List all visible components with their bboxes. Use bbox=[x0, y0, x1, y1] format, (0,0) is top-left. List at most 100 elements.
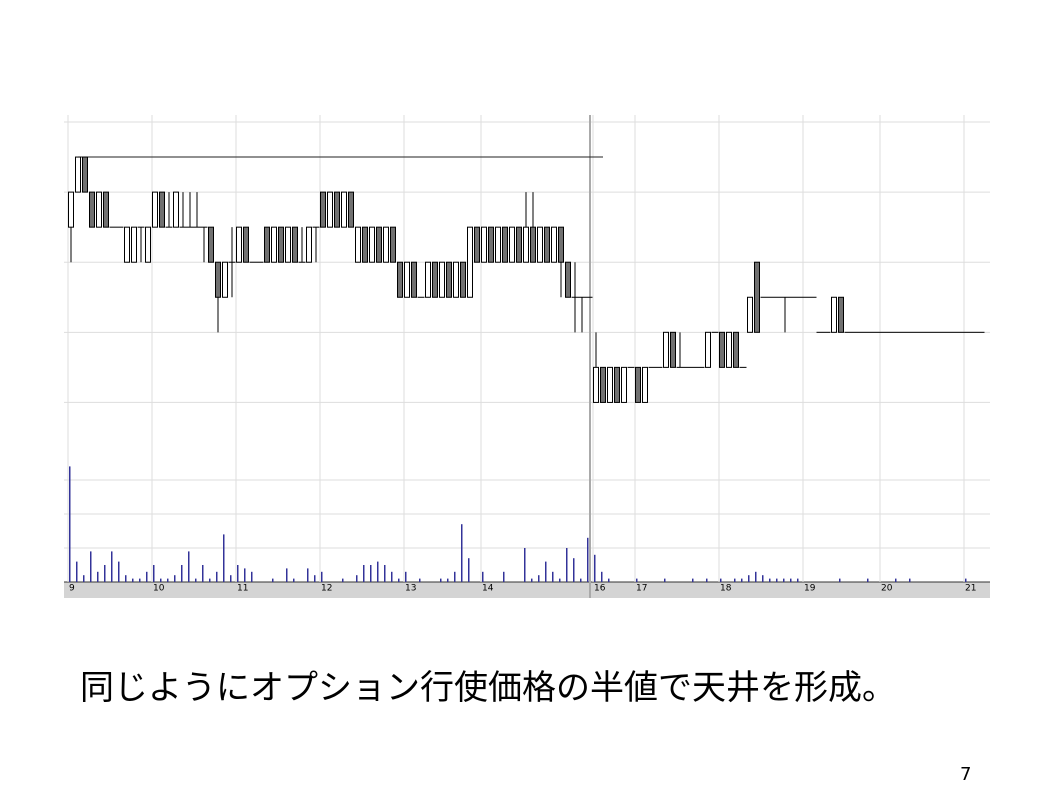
volume-bar bbox=[741, 578, 743, 582]
volume-bar bbox=[391, 571, 393, 582]
body bbox=[131, 226, 137, 263]
volume-bar bbox=[104, 565, 106, 582]
volume-bar bbox=[440, 578, 442, 582]
volume-bar bbox=[90, 551, 92, 582]
volume-bar bbox=[286, 568, 288, 582]
volume-bar bbox=[188, 551, 190, 582]
body bbox=[327, 191, 333, 228]
x-tick-label: 10 bbox=[153, 584, 165, 594]
body bbox=[537, 226, 543, 263]
volume-bar bbox=[909, 578, 911, 582]
body bbox=[439, 261, 445, 298]
volume-bar bbox=[524, 548, 526, 582]
volume-bar bbox=[118, 561, 120, 582]
body bbox=[481, 226, 487, 263]
body bbox=[607, 366, 613, 403]
body bbox=[124, 226, 130, 263]
volume-bar bbox=[195, 578, 197, 582]
volume-bar bbox=[132, 578, 134, 582]
body bbox=[292, 226, 298, 263]
volume-bar bbox=[608, 578, 610, 582]
body bbox=[68, 191, 74, 228]
volume-bar bbox=[783, 578, 785, 582]
volume-bar bbox=[566, 548, 568, 582]
body bbox=[838, 296, 844, 333]
volume-bar bbox=[398, 578, 400, 582]
axis-strip bbox=[64, 582, 990, 598]
volume-bar bbox=[216, 571, 218, 582]
volume-bar bbox=[237, 565, 239, 582]
volume-bar bbox=[153, 565, 155, 582]
body bbox=[747, 296, 753, 333]
volume-bar bbox=[419, 578, 421, 582]
volume-bar bbox=[895, 578, 897, 582]
x-tick-label: 11 bbox=[237, 584, 248, 594]
volume-bar bbox=[321, 571, 323, 582]
volume-bar bbox=[636, 578, 638, 582]
body bbox=[719, 331, 725, 368]
body bbox=[215, 261, 221, 298]
body bbox=[271, 226, 277, 263]
body bbox=[460, 261, 466, 298]
body bbox=[467, 226, 473, 298]
volume-bar bbox=[146, 571, 148, 582]
volume-bar bbox=[244, 568, 246, 582]
chart: 9 10 11 12 13 14 16 17 18 19 20 21 bbox=[64, 115, 990, 598]
volume-bar bbox=[538, 575, 540, 582]
body bbox=[173, 191, 179, 228]
page-number: 7 bbox=[960, 764, 972, 785]
x-tick-label: 19 bbox=[804, 584, 816, 594]
body bbox=[397, 261, 403, 298]
volume-bar bbox=[125, 575, 127, 582]
volume-bar bbox=[139, 578, 141, 582]
volume-bar bbox=[601, 571, 603, 582]
body bbox=[453, 261, 459, 298]
body bbox=[152, 191, 158, 228]
volume-bar bbox=[363, 565, 365, 582]
volume-bar bbox=[167, 578, 169, 582]
x-tick-label: 20 bbox=[881, 584, 893, 594]
volume-bar bbox=[552, 571, 554, 582]
volume-bar bbox=[377, 561, 379, 582]
body bbox=[614, 366, 620, 403]
body bbox=[89, 191, 95, 228]
volume-bar bbox=[370, 565, 372, 582]
body bbox=[355, 226, 361, 263]
body bbox=[390, 226, 396, 263]
body bbox=[383, 226, 389, 263]
body bbox=[754, 261, 760, 333]
body bbox=[502, 226, 508, 263]
body bbox=[635, 366, 641, 403]
volume-bar bbox=[545, 561, 547, 582]
body bbox=[544, 226, 550, 263]
volume-bar bbox=[181, 565, 183, 582]
body bbox=[264, 226, 270, 263]
body bbox=[334, 191, 340, 228]
body bbox=[236, 226, 242, 263]
volume-bar bbox=[69, 466, 71, 582]
x-tick-label: 12 bbox=[321, 584, 332, 594]
volume-bar bbox=[405, 571, 407, 582]
volume-bar bbox=[83, 575, 85, 582]
volume-bar bbox=[587, 537, 589, 582]
body bbox=[432, 261, 438, 298]
volume-bar bbox=[307, 568, 309, 582]
volume-bar bbox=[160, 578, 162, 582]
body bbox=[96, 191, 102, 228]
body bbox=[670, 331, 676, 368]
body bbox=[600, 366, 606, 403]
volume-bar bbox=[272, 578, 274, 582]
body bbox=[593, 366, 599, 403]
body bbox=[404, 261, 410, 298]
volume-bar bbox=[461, 524, 463, 582]
volume-bar bbox=[209, 578, 211, 582]
x-tick-label: 17 bbox=[636, 584, 647, 594]
volume-bar bbox=[384, 565, 386, 582]
body bbox=[488, 226, 494, 263]
caption: 同じようにオプション行使価格の半値で天井を形成。 bbox=[80, 668, 896, 708]
body bbox=[705, 331, 711, 368]
volume-bar bbox=[468, 558, 470, 582]
volume-bar bbox=[202, 565, 204, 582]
volume-bar bbox=[706, 578, 708, 582]
